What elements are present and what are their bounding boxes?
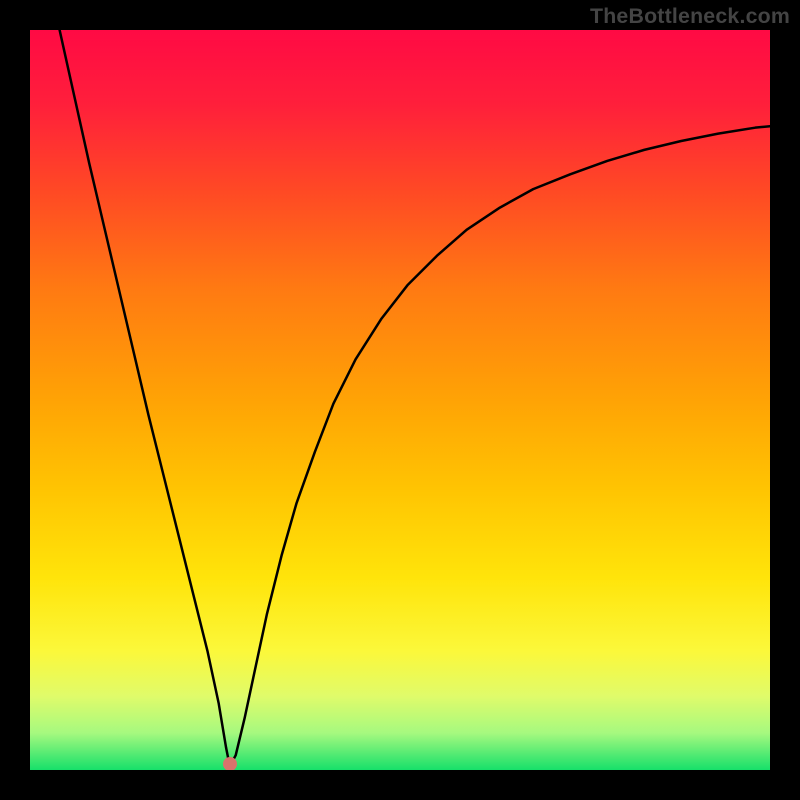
optimal-point-marker (223, 757, 237, 770)
plot-area (30, 30, 770, 770)
chart-stage: TheBottleneck.com (0, 0, 800, 800)
bottleneck-curve (60, 30, 770, 766)
watermark-text: TheBottleneck.com (590, 4, 790, 29)
curve-layer (30, 30, 770, 770)
